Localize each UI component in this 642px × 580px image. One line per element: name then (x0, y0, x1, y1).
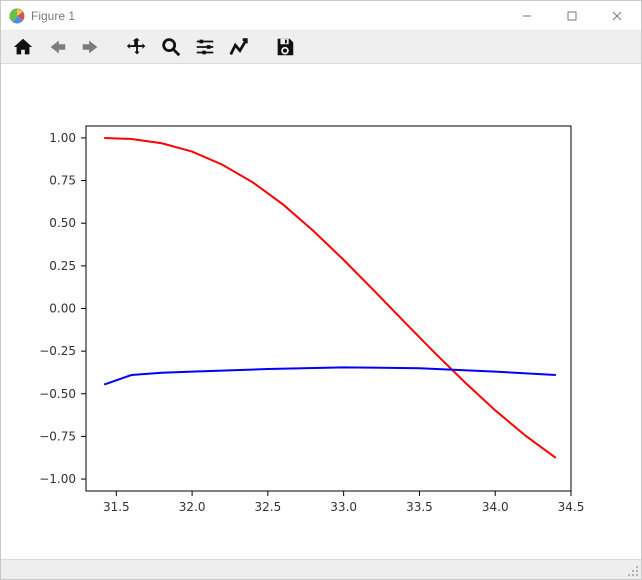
svg-text:33.0: 33.0 (330, 500, 357, 514)
window-title: Figure 1 (31, 9, 75, 23)
svg-text:0.50: 0.50 (49, 216, 76, 230)
configure-subplots-icon[interactable] (189, 32, 221, 62)
figure-window: Figure 1 (0, 0, 642, 580)
svg-text:1.00: 1.00 (49, 131, 76, 145)
svg-text:−0.25: −0.25 (39, 344, 76, 358)
svg-text:33.5: 33.5 (406, 500, 433, 514)
svg-text:−0.75: −0.75 (39, 429, 76, 443)
svg-text:−0.50: −0.50 (39, 387, 76, 401)
back-icon[interactable] (41, 32, 73, 62)
edit-axes-icon[interactable] (223, 32, 255, 62)
matplotlib-toolbar (1, 31, 641, 64)
statusbar (1, 559, 641, 579)
svg-text:0.75: 0.75 (49, 173, 76, 187)
plot-canvas[interactable]: 31.5 32.0 32.5 33.0 33.5 34.0 34.5 −1.00 −0.75 −0… (1, 64, 641, 559)
svg-text:34.5: 34.5 (558, 500, 585, 514)
minimize-button[interactable] (504, 1, 549, 31)
svg-text:32.0: 32.0 (179, 500, 206, 514)
pan-icon[interactable] (121, 32, 153, 62)
resize-grip-icon[interactable] (625, 563, 639, 577)
plot-svg: 31.5 32.0 32.5 33.0 33.5 34.0 34.5 −1.00 −0.75 −0… (1, 64, 641, 554)
svg-text:0.25: 0.25 (49, 259, 76, 273)
close-button[interactable] (594, 1, 639, 31)
svg-text:−1.00: −1.00 (39, 472, 76, 486)
zoom-icon[interactable] (155, 32, 187, 62)
svg-text:34.0: 34.0 (482, 500, 509, 514)
forward-icon[interactable] (75, 32, 107, 62)
matplotlib-app-icon (9, 8, 25, 24)
svg-text:0.00: 0.00 (49, 301, 76, 315)
save-icon[interactable] (269, 32, 301, 62)
svg-text:31.5: 31.5 (103, 500, 130, 514)
maximize-button[interactable] (549, 1, 594, 31)
home-icon[interactable] (7, 32, 39, 62)
svg-text:32.5: 32.5 (255, 500, 282, 514)
titlebar: Figure 1 (1, 1, 641, 31)
